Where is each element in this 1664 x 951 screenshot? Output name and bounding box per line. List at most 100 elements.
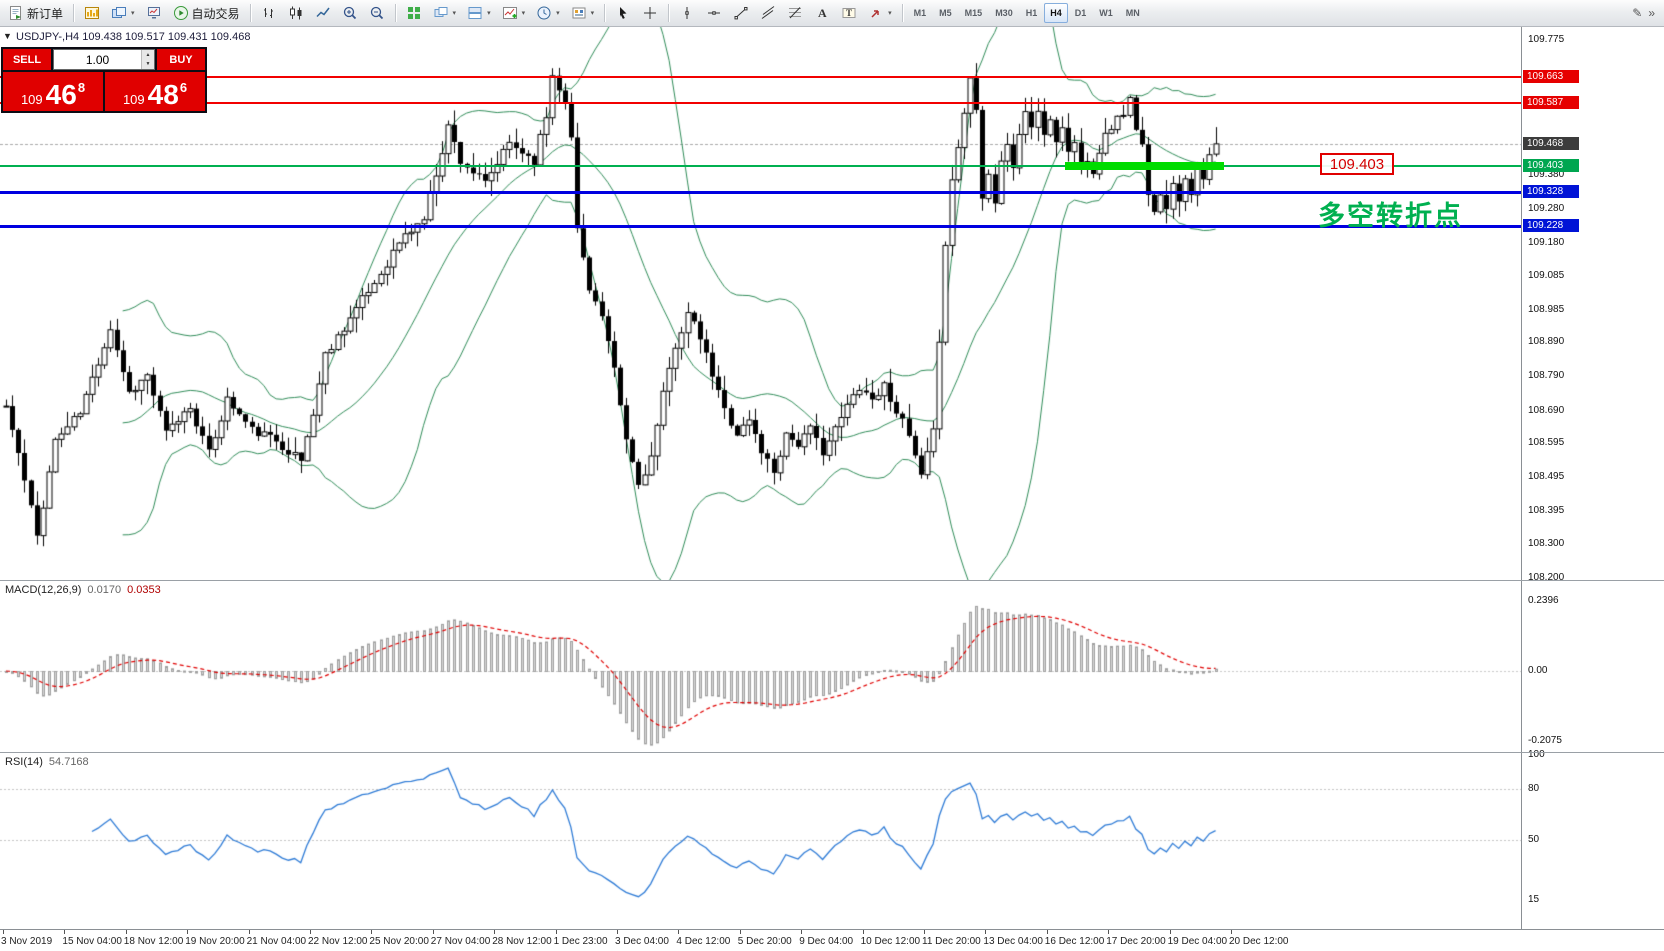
text-label-button[interactable]: T [836, 2, 862, 24]
arrange-windows-icon [468, 7, 482, 19]
sell-price-big: 46 [45, 79, 77, 110]
channel-button[interactable] [755, 2, 781, 24]
chevron-down-icon: ▾ [487, 10, 491, 17]
rsi-tick-label: 15 [1528, 894, 1540, 905]
pane-separator[interactable] [0, 580, 1664, 581]
volume-decrease-button[interactable]: ▼ [142, 59, 154, 69]
price-tick-label: 108.595 [1528, 437, 1565, 448]
profiles-button[interactable]: ▾ [106, 2, 140, 24]
auto-trading-button[interactable]: 自动交易 [168, 2, 245, 24]
sell-price-button[interactable]: 109 46 8 [3, 72, 103, 111]
buy-button[interactable]: BUY [157, 49, 205, 70]
chevron-down-icon: ▾ [521, 10, 526, 17]
chevron-down-icon: ▾ [452, 10, 457, 17]
main-chart-pane[interactable]: ▼ USDJPY-,H4 109.438 109.517 109.431 109… [0, 27, 1521, 580]
candle-chart-button[interactable] [283, 2, 309, 24]
timeframe-m5-button[interactable]: M5 [933, 3, 958, 23]
time-tick [371, 930, 373, 934]
tile-windows-button[interactable] [401, 2, 427, 24]
templates-button[interactable]: ▾ [566, 2, 600, 24]
bar-chart-button[interactable] [256, 2, 282, 24]
macd-pane[interactable]: MACD(12,26,9) 0.0170 0.0353 [0, 581, 1521, 752]
cascade-windows-icon [434, 7, 448, 17]
timeframe-m1-button[interactable]: M1 [908, 3, 933, 23]
fibonacci-icon [789, 7, 802, 19]
volume-input[interactable] [54, 50, 141, 69]
toolbar-separator [668, 4, 670, 22]
vertical-line-button[interactable] [674, 2, 700, 24]
price-scale[interactable]: 109.775 109.380 109.280 109.180 109.085 108.9… [1521, 27, 1664, 951]
price-tick-label: 108.300 [1528, 538, 1565, 549]
zoom-in-button[interactable] [337, 2, 363, 24]
sell-price-sup: 8 [77, 80, 86, 95]
timeframe-m15-button[interactable]: M15 [959, 3, 989, 23]
time-axis-label: 22 Nov 12:00 [308, 936, 368, 947]
timeframe-mn-button[interactable]: MN [1120, 3, 1146, 23]
macd-canvas[interactable] [0, 581, 1521, 752]
new-order-icon [10, 6, 21, 20]
resistance-line-1[interactable] [0, 76, 1521, 78]
crosshair-button[interactable] [637, 2, 663, 24]
cascade-windows-button[interactable]: ▾ [428, 2, 462, 24]
line-chart-button[interactable] [310, 2, 336, 24]
time-axis-label: 13 Dec 04:00 [983, 936, 1043, 947]
price-label-box: 109.328 [1523, 185, 1579, 198]
time-axis-label: 1 Dec 23:00 [553, 936, 608, 947]
svg-text:A: A [818, 6, 827, 20]
price-tick-label: 108.690 [1528, 405, 1565, 416]
volume-increase-button[interactable]: ▲ [142, 50, 154, 60]
text-button[interactable]: A [809, 2, 835, 24]
highlight-segment[interactable] [1065, 162, 1224, 170]
time-axis[interactable]: 3 Nov 2019 15 Nov 04:00 18 Nov 12:00 19 Nov… [0, 929, 1664, 951]
pivot-line[interactable] [0, 165, 1521, 167]
timeframe-h1-button[interactable]: H1 [1020, 3, 1044, 23]
macd-tick-label: -0.2075 [1528, 735, 1562, 746]
crosshair-icon [644, 7, 657, 19]
bar-chart-icon [263, 8, 273, 18]
toolbar-separator [604, 4, 606, 22]
horizontal-line-icon [708, 11, 721, 15]
sell-price-int: 109 [20, 92, 43, 107]
timeframe-h4-button[interactable]: H4 [1044, 3, 1068, 23]
pane-separator[interactable] [0, 752, 1664, 753]
arrange-windows-button[interactable]: ▾ [462, 2, 496, 24]
trendline-button[interactable] [728, 2, 754, 24]
resistance-line-2[interactable] [0, 102, 1521, 104]
new-order-button[interactable]: 新订单 [3, 2, 68, 24]
price-chart-canvas[interactable] [0, 27, 1521, 580]
new-chart-icon [85, 7, 100, 19]
chevron-down-icon: ▾ [556, 10, 560, 17]
indicators-button[interactable]: ▾ [497, 2, 531, 24]
fibonacci-button[interactable] [782, 2, 808, 24]
price-tick-label: 109.380 [1528, 169, 1565, 180]
periods-button[interactable]: ▾ [531, 2, 565, 24]
time-tick [432, 930, 434, 934]
zoom-out-button[interactable] [364, 2, 390, 24]
time-axis-label: 4 Dec 12:00 [676, 936, 731, 947]
timeframe-w1-button[interactable]: W1 [1093, 3, 1119, 23]
market-watch-button[interactable] [141, 2, 167, 24]
horizontal-line-button[interactable] [701, 2, 727, 24]
main-toolbar: 新订单 ▾ 自动交易 [0, 0, 1664, 27]
time-axis-label: 9 Dec 04:00 [799, 936, 854, 947]
toolbar-overflow-icon[interactable]: » [1648, 6, 1655, 20]
buy-price-button[interactable]: 109 48 6 [105, 72, 205, 111]
support-line-2[interactable] [0, 225, 1521, 228]
rsi-pane[interactable]: RSI(14) 54.7168 [0, 753, 1521, 929]
rsi-canvas[interactable] [0, 753, 1521, 929]
timeframe-d1-button[interactable]: D1 [1069, 3, 1093, 23]
support-line-1[interactable] [0, 191, 1521, 194]
sell-button[interactable]: SELL [3, 49, 51, 70]
one-click-trade-panel: SELL ▲ ▼ BUY 109 46 8 109 [1, 47, 207, 113]
auto-trading-icon [173, 6, 188, 20]
one-click-panel-toggle[interactable]: ▼ [3, 31, 12, 41]
price-level-annotation[interactable]: 109.403 [1320, 153, 1394, 175]
edit-icon[interactable]: ✎ [1632, 6, 1643, 20]
time-axis-label: 15 Nov 04:00 [62, 936, 122, 947]
turning-point-note[interactable]: 多空转折点 [1318, 201, 1463, 231]
arrows-button[interactable]: ▾ [863, 2, 897, 24]
cursor-button[interactable] [610, 2, 636, 24]
time-tick [494, 930, 496, 934]
new-chart-button[interactable] [79, 2, 105, 24]
timeframe-m30-button[interactable]: M30 [989, 3, 1019, 23]
